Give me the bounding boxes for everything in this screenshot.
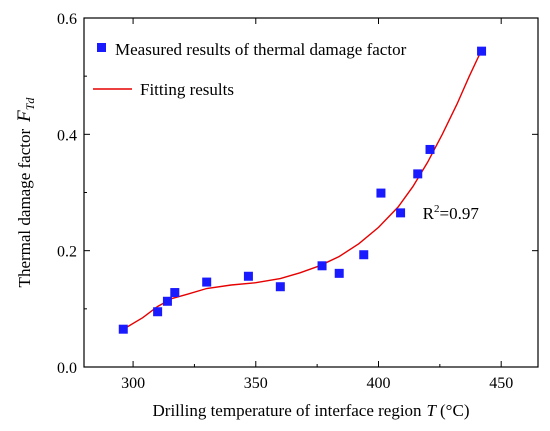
measured-point bbox=[413, 169, 423, 179]
measured-point bbox=[376, 188, 386, 198]
y-axis-label-subscript: Td bbox=[23, 97, 37, 111]
x-tick-label: 350 bbox=[244, 375, 268, 392]
measured-point bbox=[162, 296, 172, 306]
x-tick-label: 450 bbox=[489, 375, 513, 392]
tick-labels: 300 350 400 450 0.0 0.2 0.4 0.6 bbox=[57, 11, 513, 392]
measured-point bbox=[425, 144, 435, 154]
y-axis-label: Thermal damage factor FTd bbox=[14, 97, 37, 288]
measured-point bbox=[153, 307, 163, 317]
legend-label-fitting: Fitting results bbox=[140, 80, 234, 99]
x-axis-label-unit: (°C) bbox=[440, 401, 469, 420]
legend-label-measured: Measured results of thermal damage facto… bbox=[115, 40, 407, 59]
y-tick-label: 0.4 bbox=[57, 127, 77, 144]
measured-point bbox=[317, 261, 327, 271]
measured-point bbox=[334, 268, 344, 278]
measured-point bbox=[396, 208, 406, 218]
r-squared-superscript: 2 bbox=[434, 203, 440, 215]
axis-ticks bbox=[84, 17, 538, 368]
y-tick-label: 0.0 bbox=[57, 360, 77, 377]
r-squared-annotation: R2=0.97 bbox=[423, 203, 480, 223]
r-squared-value: =0.97 bbox=[440, 204, 480, 223]
measured-point bbox=[359, 250, 369, 260]
legend: Measured results of thermal damage facto… bbox=[93, 40, 407, 99]
measured-point bbox=[170, 288, 180, 298]
measured-point bbox=[275, 282, 285, 292]
y-tick-label: 0.6 bbox=[57, 11, 77, 28]
x-axis-label: Drilling temperature of interface region… bbox=[153, 401, 470, 420]
x-tick-label: 400 bbox=[366, 375, 390, 392]
x-axis-label-variable: T bbox=[427, 401, 438, 420]
measured-point bbox=[118, 324, 128, 334]
x-axis-label-text: Drilling temperature of interface region bbox=[153, 401, 423, 420]
y-tick-label: 0.2 bbox=[57, 244, 77, 261]
x-tick-label: 300 bbox=[121, 375, 145, 392]
plot-frame bbox=[83, 17, 539, 368]
y-axis-label-variable: F bbox=[14, 110, 35, 123]
measured-point bbox=[477, 46, 487, 56]
measured-point bbox=[243, 271, 253, 281]
measured-point bbox=[202, 277, 212, 287]
r-squared-base: R bbox=[423, 204, 435, 223]
measured-markers bbox=[118, 46, 487, 334]
legend-marker-measured bbox=[97, 43, 106, 52]
y-axis-label-text: Thermal damage factor bbox=[15, 129, 34, 288]
